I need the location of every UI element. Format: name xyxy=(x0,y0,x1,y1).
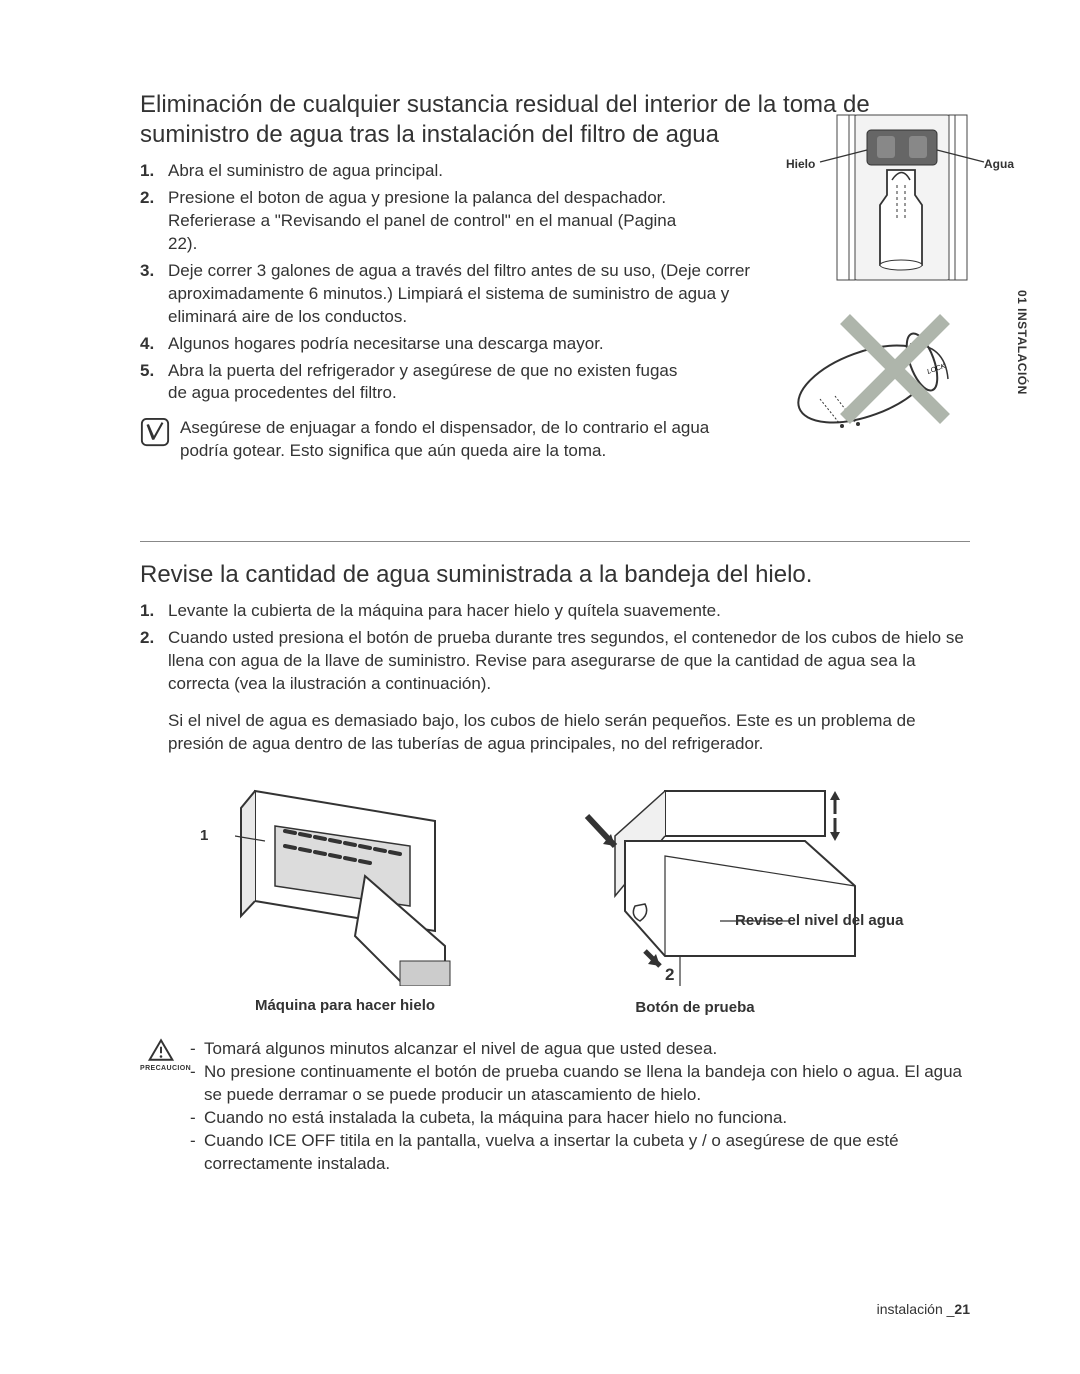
figure-label-1: 1 xyxy=(200,826,208,846)
caption-test-button: Botón de prueba xyxy=(515,998,875,1018)
step: Abra el suministro de agua principal. xyxy=(140,160,780,183)
footer-text: instalación _ xyxy=(877,1301,955,1317)
section2-steps: Levante la cubierta de la máquina para h… xyxy=(140,600,970,696)
note-row: Asegúrese de enjuagar a fondo el dispens… xyxy=(140,417,710,463)
dispenser-figure: Hielo Agua xyxy=(792,110,1002,297)
caution-item: No presione continuamente el botón de pr… xyxy=(190,1061,970,1107)
page-footer: instalación _21 xyxy=(877,1300,970,1319)
step: Algunos hogares podría necesitarse una d… xyxy=(140,333,780,356)
filter-x-figure: LOCK xyxy=(790,304,980,441)
caption-water-level: Revise el nivel del agua xyxy=(735,911,905,931)
caution-item: Tomará algunos minutos alcanzar el nivel… xyxy=(190,1038,970,1061)
caution-item: Cuando ICE OFF titila en la pantalla, vu… xyxy=(190,1130,970,1176)
page-number: 21 xyxy=(954,1301,970,1317)
step: Cuando usted presiona el botón de prueba… xyxy=(140,627,970,696)
caution-item: Cuando no está instalada la cubeta, la m… xyxy=(190,1107,970,1130)
ice-label: Hielo xyxy=(786,156,815,172)
step: Levante la cubierta de la máquina para h… xyxy=(140,600,970,623)
section2-paragraph: Si el nivel de agua es demasiado bajo, l… xyxy=(168,710,970,756)
section1-steps: Abra el suministro de agua principal. Pr… xyxy=(140,160,780,405)
section2-title: Revise la cantidad de agua suministrada … xyxy=(140,560,970,590)
water-label: Agua xyxy=(984,156,1014,172)
caution-block: PRECAUCION Tomará algunos minutos alcanz… xyxy=(140,1038,970,1176)
caption-left: Máquina para hacer hielo xyxy=(235,996,455,1016)
warning-icon xyxy=(148,1038,174,1062)
step: Deje correr 3 galones de agua a través d… xyxy=(140,260,780,329)
note-text: Asegúrese de enjuagar a fondo el dispens… xyxy=(180,417,710,463)
figure-label-2: 2 xyxy=(665,964,674,987)
ice-maker-figure: 1 Máquina para hacer hielo xyxy=(235,786,455,1018)
side-tab: 01 INSTALACIÓN xyxy=(1014,290,1030,395)
divider xyxy=(140,541,970,542)
caution-label: PRECAUCION xyxy=(140,1064,182,1073)
water-level-figure: 2 Revise el nivel del agua Botón de pru xyxy=(575,786,875,1018)
step: Abra la puerta del refrigerador y asegúr… xyxy=(140,360,680,406)
illustration-row: 1 Máquina para hacer hielo 2 xyxy=(140,786,970,1018)
note-icon xyxy=(140,417,170,447)
caution-list: Tomará algunos minutos alcanzar el nivel… xyxy=(190,1038,970,1176)
step: Presione el boton de agua y presione la … xyxy=(140,187,680,256)
